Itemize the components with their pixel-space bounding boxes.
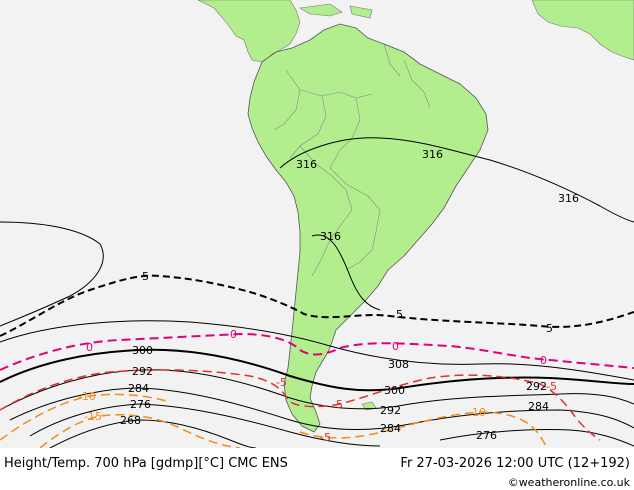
contour-276-east (439, 428, 634, 447)
height-label: 276 (130, 398, 151, 411)
height-label: 308 (388, 358, 409, 371)
caribbean-island (349, 5, 373, 19)
height-label: 292 (132, 365, 153, 378)
height-label: 300 (384, 384, 405, 397)
temp-label: -5 (546, 380, 557, 393)
temp-label: -5 (332, 398, 343, 411)
height-label: 300 (132, 344, 153, 357)
contour-268 (49, 419, 257, 448)
temp-label: 5 (546, 322, 553, 335)
height-labels: 316 316 316 316 308 300 300 292 292 292 … (120, 148, 579, 442)
height-label: 284 (528, 400, 549, 413)
map-footer: Height/Temp. 700 hPa [gdmp][°C] CMC ENS … (0, 448, 634, 490)
contour-316-north (279, 137, 634, 223)
isotherm-minus15 (39, 414, 241, 448)
africa-land (531, 0, 634, 61)
contour-284 (9, 387, 634, 431)
temp-label: 5 (396, 308, 403, 321)
temp-label: 0 (392, 340, 399, 353)
country-borders (273, 43, 431, 277)
height-label: 292 (380, 404, 401, 417)
temp-label: -5 (320, 431, 331, 444)
temp-label: 0 (230, 328, 237, 341)
height-label: 284 (128, 382, 149, 395)
temp-label: 0 (86, 341, 93, 354)
contour-300 (0, 348, 634, 392)
isotherm-0 (0, 332, 634, 371)
credit-link[interactable]: ©weatheronline.co.uk (507, 476, 630, 489)
height-label: 316 (296, 158, 317, 171)
contour-pacific (0, 221, 104, 327)
contour-316-south (311, 234, 381, 311)
caribbean-island (299, 3, 343, 17)
weather-map: 316 316 316 316 308 300 300 292 292 292 … (0, 0, 634, 448)
temp-label: -10 (78, 390, 96, 403)
temp-label: 0 (540, 354, 547, 367)
height-label: 268 (120, 414, 141, 427)
isotherm-minus10 (0, 393, 547, 448)
temp-label: -5 (276, 376, 287, 389)
contour-308 (0, 320, 634, 381)
height-label: 316 (558, 192, 579, 205)
isotherm-plus5 (0, 274, 634, 337)
isotherm-minus5 (0, 369, 601, 441)
valid-time: Fr 27-03-2026 12:00 UTC (12+192) (400, 456, 630, 471)
height-label: 292 (526, 380, 547, 393)
height-label: 316 (320, 230, 341, 243)
contour-276-west (29, 403, 381, 447)
temp-label: -10 (468, 406, 486, 419)
temp-labels: 5 5 5 0 0 0 0 -5 -5 -5 -10 -10 -15 -5 (78, 270, 557, 444)
map-title: Height/Temp. 700 hPa [gdmp][°C] CMC ENS (4, 456, 288, 471)
temp-label: -15 (84, 410, 102, 423)
temp-label: 5 (142, 270, 149, 283)
height-label: 284 (380, 422, 401, 435)
height-label: 276 (476, 429, 497, 442)
height-label: 316 (422, 148, 443, 161)
